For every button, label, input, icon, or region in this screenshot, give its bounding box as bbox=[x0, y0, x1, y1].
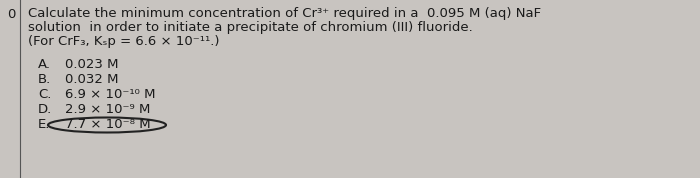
Text: E.: E. bbox=[38, 118, 50, 131]
Text: 2.9 × 10⁻⁹ M: 2.9 × 10⁻⁹ M bbox=[65, 103, 150, 116]
Text: 6.9 × 10⁻¹⁰ M: 6.9 × 10⁻¹⁰ M bbox=[65, 88, 155, 101]
Text: (For CrF₃, Kₛp = 6.6 × 10⁻¹¹.): (For CrF₃, Kₛp = 6.6 × 10⁻¹¹.) bbox=[28, 35, 220, 48]
Text: A.: A. bbox=[38, 58, 51, 71]
Text: C.: C. bbox=[38, 88, 51, 101]
Text: Calculate the minimum concentration of Cr³⁺ required in a  0.095 M (aq) NaF: Calculate the minimum concentration of C… bbox=[28, 7, 541, 20]
Text: solution  in order to initiate a precipitate of chromium (III) fluoride.: solution in order to initiate a precipit… bbox=[28, 21, 472, 34]
Text: B.: B. bbox=[38, 73, 51, 86]
Text: 0.023 M: 0.023 M bbox=[65, 58, 118, 71]
Text: 0.032 M: 0.032 M bbox=[65, 73, 118, 86]
Text: 0: 0 bbox=[7, 8, 15, 21]
Text: 7.7 × 10⁻⁸ M: 7.7 × 10⁻⁸ M bbox=[65, 118, 150, 131]
Text: D.: D. bbox=[38, 103, 52, 116]
